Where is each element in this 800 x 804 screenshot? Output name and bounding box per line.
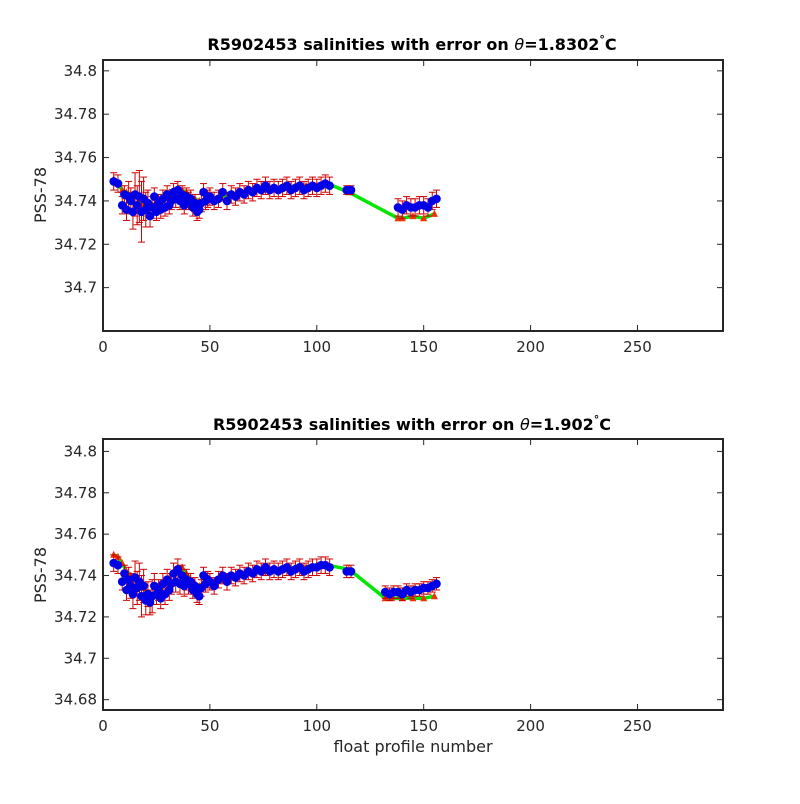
float-point [218,187,227,197]
x-tick-label: 200 [516,338,545,356]
float-point [423,203,433,212]
float-point [113,179,123,188]
float-point [132,201,142,210]
x-tick-label: 150 [409,717,438,735]
title-unit: C [599,415,611,434]
float-point [145,211,155,221]
title-value: =1.902 [530,415,594,434]
ticks-bottom: 0 50 100 150 200 250 34.68 34.7 34.72 34.74 34.76 3… [54,439,723,735]
y-axis-label-bottom: PSS-78 [31,547,50,603]
plot-area-bottom [103,439,723,710]
float-point [113,560,123,570]
title-value: =1.8302 [524,35,599,54]
x-tick-label: 150 [409,338,438,356]
float-point [325,181,334,190]
float-point [194,205,204,214]
float-point [154,585,163,595]
float-point [218,571,227,580]
float-point [162,190,172,199]
float-point [128,589,138,599]
y-tick-label: 34.78 [54,105,97,123]
axes-box-bottom [102,438,724,711]
title-theta: θ [514,35,524,54]
y-tick-label: 34.76 [54,525,97,543]
float-point [194,591,204,601]
float-point [325,563,334,572]
float-point [173,565,183,574]
y-tick-label: 34.7 [64,649,97,667]
y-tick-label: 34.74 [54,567,97,585]
float-point [222,577,232,586]
x-tick-label: 250 [623,338,652,356]
float-point [346,185,356,195]
y-tick-label: 34.8 [64,62,97,80]
float-point [432,579,441,589]
float-point [222,196,232,206]
y-tick-label: 34.68 [54,691,97,709]
x-tick-label: 50 [200,717,219,735]
float-point [209,581,219,591]
y-tick-label: 34.76 [54,149,97,167]
mapped-point [430,209,438,217]
y-tick-label: 34.74 [54,192,97,210]
marks-bottom [109,550,441,618]
chart-title-bottom: R5902453 salinities with error on θ=1.90… [213,413,611,434]
x-tick-label: 0 [98,338,108,356]
title-unit: C [605,35,617,54]
title-degree: ° [594,413,600,426]
mapped-point [110,550,118,558]
y-tick-label: 34.72 [54,235,97,253]
y-tick-label: 34.7 [64,279,97,297]
plot-area-top [103,60,723,331]
mapped-point [420,214,428,222]
float-point [190,198,200,208]
ticks-top: 0 50 100 150 200 250 34.7 34.72 34.74 34.76 34.78 3… [54,60,723,356]
axes-box-top [102,59,724,332]
marks-top [109,170,441,243]
x-tick-label: 0 [98,717,108,735]
x-tick-label: 200 [516,717,545,735]
x-tick-label: 100 [302,338,331,356]
float-point [432,194,441,204]
title-prefix: R5902453 salinities with error on [213,415,520,434]
float-point [199,187,208,197]
mapped-point [430,592,438,600]
title-degree: ° [599,33,605,46]
panel-bottom: R5902453 salinities with error on θ=1.90… [31,413,724,756]
panel-top: R5902453 salinities with error on θ=1.83… [31,33,724,356]
y-axis-label-top: PSS-78 [31,167,50,223]
title-theta: θ [520,415,530,434]
mapped-point [114,552,122,560]
x-tick-label: 50 [200,338,219,356]
chart-title-top: R5902453 salinities with error on θ=1.83… [207,33,616,54]
y-tick-label: 34.78 [54,484,97,502]
float-point [120,569,129,578]
float-point [214,194,223,204]
y-tick-label: 34.8 [64,442,97,460]
y-tick-label: 34.72 [54,608,97,626]
title-prefix: R5902453 salinities with error on [207,35,514,54]
float-point [126,196,136,206]
mapped-point [420,594,428,602]
float-point [128,207,138,217]
float-point [346,567,356,576]
x-tick-label: 250 [623,717,652,735]
x-axis-label-bottom: float profile number [333,737,493,756]
float-point [139,581,148,591]
float-point [117,577,127,586]
float-point [150,192,159,201]
x-tick-label: 100 [302,717,331,735]
